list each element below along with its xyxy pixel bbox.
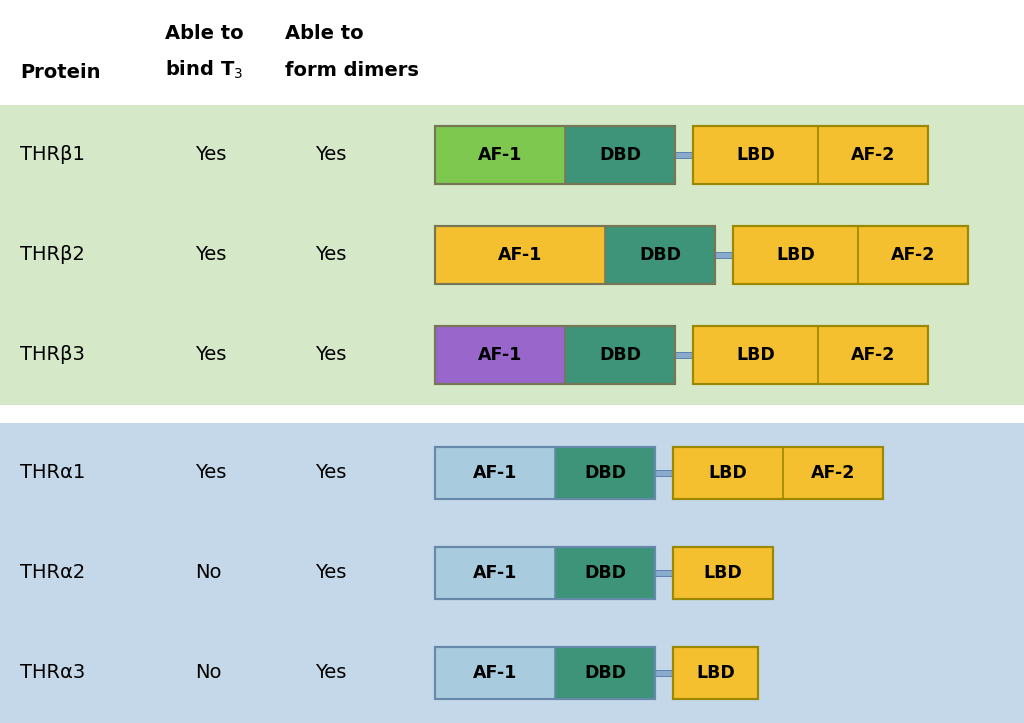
Text: THRβ2: THRβ2 [20, 246, 85, 265]
Text: Yes: Yes [315, 145, 346, 165]
Text: DBD: DBD [584, 664, 626, 682]
Bar [715, 252, 733, 258]
Text: AF-1: AF-1 [478, 346, 522, 364]
Text: DBD: DBD [584, 564, 626, 582]
Text: form dimers: form dimers [285, 61, 419, 80]
Text: THRβ1: THRβ1 [20, 145, 85, 165]
Bar [655, 669, 673, 676]
Bar [675, 352, 693, 359]
Bar [555, 647, 655, 699]
Text: DBD: DBD [584, 464, 626, 482]
Bar [565, 126, 675, 184]
Text: Able to: Able to [165, 24, 244, 43]
Bar [675, 152, 693, 158]
Text: AF-2: AF-2 [851, 146, 895, 164]
Text: Yes: Yes [195, 145, 226, 165]
Text: Yes: Yes [315, 346, 346, 364]
Bar [655, 570, 673, 576]
Bar [693, 326, 818, 384]
Bar [0, 105, 1024, 405]
Bar [673, 447, 783, 499]
Text: Yes: Yes [315, 463, 346, 482]
Text: AF-2: AF-2 [891, 246, 935, 264]
Text: AF-2: AF-2 [851, 346, 895, 364]
Text: Yes: Yes [315, 563, 346, 583]
Text: THRα1: THRα1 [20, 463, 85, 482]
Text: LBD: LBD [703, 564, 742, 582]
Text: LBD: LBD [696, 664, 735, 682]
Bar [435, 647, 555, 699]
Text: Yes: Yes [195, 246, 226, 265]
Bar [733, 226, 858, 284]
Bar [435, 447, 555, 499]
Bar [435, 547, 555, 599]
Text: DBD: DBD [599, 146, 641, 164]
Text: Yes: Yes [315, 246, 346, 265]
Text: Protein: Protein [20, 62, 100, 82]
Text: Yes: Yes [195, 346, 226, 364]
Bar [818, 326, 928, 384]
Text: Yes: Yes [195, 463, 226, 482]
Text: THRα2: THRα2 [20, 563, 85, 583]
Bar [673, 547, 773, 599]
Text: DBD: DBD [599, 346, 641, 364]
Text: AF-1: AF-1 [473, 464, 517, 482]
Text: AF-1: AF-1 [473, 564, 517, 582]
Bar [555, 547, 655, 599]
Text: No: No [195, 664, 221, 683]
Bar [673, 647, 758, 699]
Text: Yes: Yes [315, 664, 346, 683]
Bar [693, 126, 818, 184]
Bar [565, 326, 675, 384]
Text: LBD: LBD [776, 246, 815, 264]
Text: AF-1: AF-1 [478, 146, 522, 164]
Bar [435, 226, 605, 284]
Text: bind T$_3$: bind T$_3$ [165, 59, 244, 81]
Text: Able to: Able to [285, 24, 364, 43]
Bar [858, 226, 968, 284]
Bar [0, 423, 1024, 723]
Bar [435, 126, 565, 184]
Text: AF-1: AF-1 [473, 664, 517, 682]
Text: THRβ3: THRβ3 [20, 346, 85, 364]
Bar [783, 447, 883, 499]
Text: DBD: DBD [639, 246, 681, 264]
Bar [655, 470, 673, 476]
Text: AF-1: AF-1 [498, 246, 542, 264]
Text: LBD: LBD [736, 146, 775, 164]
Text: LBD: LBD [736, 346, 775, 364]
Text: No: No [195, 563, 221, 583]
Bar [605, 226, 715, 284]
Text: LBD: LBD [709, 464, 748, 482]
Text: THRα3: THRα3 [20, 664, 85, 683]
Bar [435, 326, 565, 384]
Bar [818, 126, 928, 184]
Text: AF-2: AF-2 [811, 464, 855, 482]
Bar [555, 447, 655, 499]
